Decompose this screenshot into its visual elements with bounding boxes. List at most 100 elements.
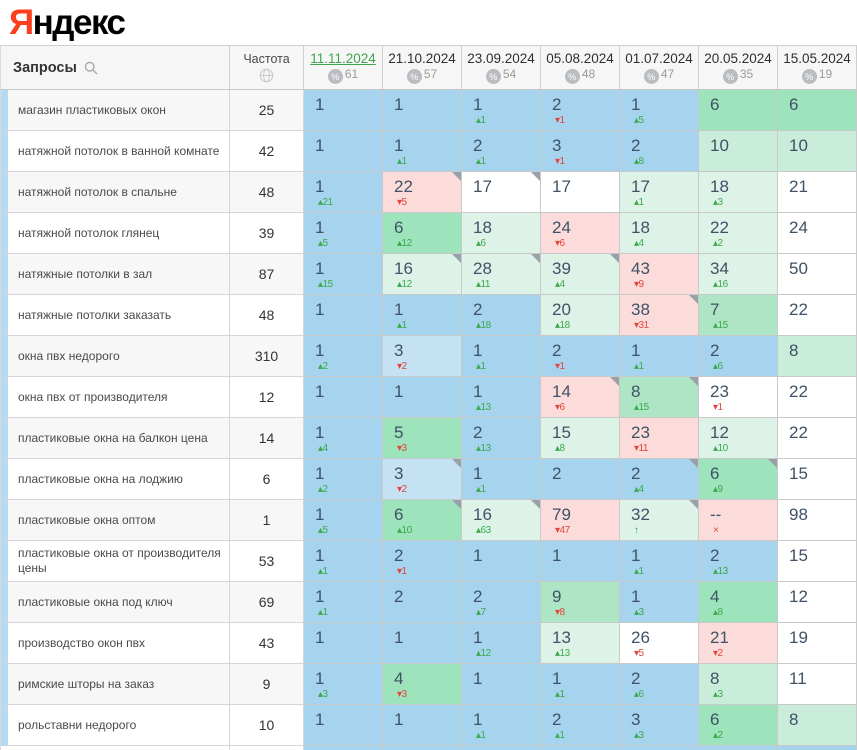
position-cell[interactable]: 1 ▴3	[304, 664, 383, 705]
position-cell[interactable]: 7 ▴15	[699, 295, 778, 336]
position-cell[interactable]: 79 ▾47	[541, 500, 620, 541]
position-cell[interactable]: 18 ▴4	[620, 213, 699, 254]
position-cell[interactable]: 9 ▾8	[541, 582, 620, 623]
position-cell[interactable]: 22	[778, 377, 857, 418]
position-cell[interactable]: 13 ▴13	[541, 623, 620, 664]
position-cell[interactable]: 1	[462, 664, 541, 705]
position-cell[interactable]: 2 ▴4	[620, 459, 699, 500]
query-cell[interactable]: натяжной потолок в спальне	[1, 172, 230, 213]
position-cell[interactable]: 23 ▾11	[620, 418, 699, 459]
position-cell[interactable]: 23 ▾1	[699, 377, 778, 418]
position-cell[interactable]: 16 ▴63	[462, 500, 541, 541]
position-cell[interactable]: 43 ▾9	[620, 254, 699, 295]
position-cell[interactable]: 1 ▴13	[462, 377, 541, 418]
position-cell[interactable]: 22 ▴2	[699, 213, 778, 254]
position-cell[interactable]: 21	[778, 172, 857, 213]
position-cell[interactable]: 18 ▴6	[462, 213, 541, 254]
position-cell[interactable]: 1 ▴3	[620, 582, 699, 623]
position-cell[interactable]: 32 ↑	[620, 500, 699, 541]
position-cell[interactable]: 2 ▴6	[620, 664, 699, 705]
position-cell[interactable]: 1	[383, 705, 462, 746]
position-cell[interactable]: 16 ▴12	[383, 254, 462, 295]
position-cell[interactable]: 1 ▴2	[304, 459, 383, 500]
query-cell[interactable]: пластиковые окна под ключ	[1, 582, 230, 623]
position-cell[interactable]: 8	[778, 705, 857, 746]
position-cell[interactable]: 3 ▾1	[541, 131, 620, 172]
position-cell[interactable]: 6	[778, 90, 857, 131]
position-cell[interactable]: 22 ▾5	[383, 172, 462, 213]
position-cell[interactable]: 1	[304, 90, 383, 131]
position-cell[interactable]: 24 ▾6	[541, 213, 620, 254]
position-cell[interactable]: 1 ▴1	[620, 336, 699, 377]
position-cell[interactable]: 3 ▾2	[383, 459, 462, 500]
position-cell[interactable]: 6 ▴2	[699, 705, 778, 746]
position-cell[interactable]: 1	[541, 541, 620, 582]
position-cell[interactable]: 2 ▾1	[383, 541, 462, 582]
position-cell[interactable]: 10	[699, 131, 778, 172]
position-cell[interactable]: 2 ▴18	[462, 295, 541, 336]
position-cell[interactable]: 2	[541, 459, 620, 500]
position-cell[interactable]: 1 ▴5	[304, 500, 383, 541]
position-cell[interactable]: 1 ▴5	[304, 213, 383, 254]
position-cell[interactable]: 8	[778, 336, 857, 377]
date-column-header-01.07.2024[interactable]: 01.07.2024% 47	[620, 45, 699, 90]
query-cell[interactable]: натяжной потолок глянец	[1, 213, 230, 254]
position-cell[interactable]: 1	[462, 541, 541, 582]
position-cell[interactable]: 4 ▴8	[699, 582, 778, 623]
position-cell[interactable]: 1 ▴1	[383, 131, 462, 172]
position-cell[interactable]: 12 ▴10	[699, 418, 778, 459]
query-cell[interactable]: натяжные потолки в зал	[1, 254, 230, 295]
query-cell[interactable]: окна пвх от производителя	[1, 377, 230, 418]
position-cell[interactable]: 1	[304, 131, 383, 172]
position-cell[interactable]: 1	[304, 705, 383, 746]
query-cell[interactable]: римские шторы на заказ	[1, 664, 230, 705]
position-cell[interactable]: 21 ▾2	[699, 623, 778, 664]
date-label[interactable]: 11.11.2024	[310, 51, 376, 66]
position-cell[interactable]: 1 ▴15	[304, 254, 383, 295]
position-cell[interactable]: 8 ▴15	[620, 377, 699, 418]
position-cell[interactable]: 3 ▾2	[383, 336, 462, 377]
position-cell[interactable]: 15	[778, 541, 857, 582]
position-cell[interactable]: 6 ▴12	[383, 213, 462, 254]
position-cell[interactable]: 2 ▴7	[462, 582, 541, 623]
position-cell[interactable]: 17	[541, 172, 620, 213]
position-cell[interactable]: 22	[778, 295, 857, 336]
position-cell[interactable]: 1	[304, 623, 383, 664]
position-cell[interactable]: 1 ▴1	[462, 90, 541, 131]
position-cell[interactable]: 1 ▴21	[304, 172, 383, 213]
position-cell[interactable]: 15 ▴8	[541, 418, 620, 459]
position-cell[interactable]: 15	[778, 459, 857, 500]
position-cell[interactable]: 22	[778, 418, 857, 459]
position-cell[interactable]: 38 ▾31	[620, 295, 699, 336]
position-cell[interactable]: 1 ▴5	[620, 90, 699, 131]
position-cell[interactable]: 1 ▴1	[304, 541, 383, 582]
position-cell[interactable]: 50	[778, 254, 857, 295]
position-cell[interactable]: 6 ▴10	[383, 500, 462, 541]
position-cell[interactable]: 14 ▾6	[541, 377, 620, 418]
position-cell[interactable]: 10	[778, 131, 857, 172]
position-cell[interactable]: -- ×	[699, 500, 778, 541]
position-cell[interactable]: 1	[383, 377, 462, 418]
position-cell[interactable]: 2 ▴13	[699, 541, 778, 582]
position-cell[interactable]: 1	[383, 90, 462, 131]
position-cell[interactable]: 3 ▴3	[620, 705, 699, 746]
position-cell[interactable]: 1 ▴1	[462, 459, 541, 500]
position-cell[interactable]: 8 ▴3	[699, 664, 778, 705]
position-cell[interactable]: 1 ▴12	[462, 623, 541, 664]
query-cell[interactable]: магазин пластиковых окон	[1, 90, 230, 131]
date-label[interactable]: 23.09.2024	[467, 51, 535, 66]
query-cell[interactable]: пластиковые окна на лоджию	[1, 459, 230, 500]
position-cell[interactable]: 2 ▴8	[620, 131, 699, 172]
date-column-header-23.09.2024[interactable]: 23.09.2024% 54	[462, 45, 541, 90]
position-cell[interactable]: 6	[699, 90, 778, 131]
position-cell[interactable]: 39 ▴4	[541, 254, 620, 295]
position-cell[interactable]: 4 ▾3	[383, 664, 462, 705]
position-cell[interactable]: 1 ▴1	[383, 295, 462, 336]
position-cell[interactable]: 19	[778, 623, 857, 664]
date-column-header-05.08.2024[interactable]: 05.08.2024% 48	[541, 45, 620, 90]
position-cell[interactable]: 2 ▾1	[541, 336, 620, 377]
position-cell[interactable]: 5 ▾3	[383, 418, 462, 459]
query-cell[interactable]: производство окон пвх	[1, 623, 230, 664]
date-column-header-15.05.2024[interactable]: 15.05.2024% 19	[778, 45, 857, 90]
query-cell[interactable]: рольставни недорого	[1, 705, 230, 746]
